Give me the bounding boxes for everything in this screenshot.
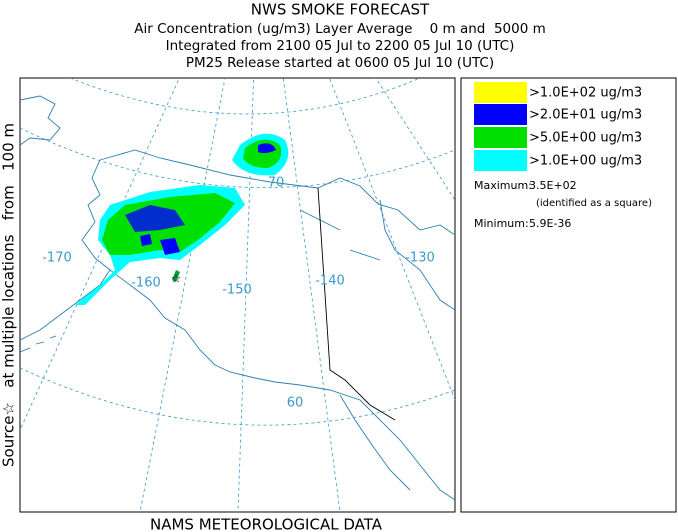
map: ☆ <box>19 77 456 513</box>
grid-label: -140 <box>315 274 345 289</box>
subtitle: Integrated from 2100 05 Jul to 2200 05 J… <box>166 38 515 54</box>
legend-swatch <box>474 82 527 103</box>
grid-label: 70 <box>268 176 285 191</box>
side-label: Source☆ at multiple locations from 100 m <box>0 123 18 467</box>
grid-label: 60 <box>287 396 304 411</box>
grid-label: -150 <box>222 283 252 298</box>
minimum-value: 5.9E-36 <box>529 217 571 230</box>
subtitle: PM25 Release started at 0600 05 Jul 10 (… <box>186 55 494 71</box>
legend-label: >1.0E+02 ug/m3 <box>529 86 642 101</box>
footer: NAMS METEOROLOGICAL DATA <box>150 516 383 532</box>
legend-swatch <box>474 150 527 171</box>
maximum-note: (identified as a square) <box>536 198 652 209</box>
legend-swatch <box>474 127 527 148</box>
title: NWS SMOKE FORECAST <box>251 1 430 19</box>
subtitle: Air Concentration (ug/m3) Layer Average … <box>134 21 546 37</box>
grid-label: -170 <box>42 251 72 266</box>
minimum-label: Minimum: <box>474 217 529 230</box>
grid-label: -160 <box>131 276 161 291</box>
legend-label: >2.0E+01 ug/m3 <box>529 108 642 123</box>
legend-swatch <box>474 104 527 125</box>
grid-label: -130 <box>405 251 435 266</box>
maximum-label: Maximum: <box>474 179 532 192</box>
legend-label: >1.0E+00 ug/m3 <box>529 154 642 169</box>
legend-label: >5.0E+00 ug/m3 <box>529 131 642 146</box>
maximum-value: 3.5E+02 <box>529 179 577 192</box>
source-star: ☆ <box>171 272 182 286</box>
